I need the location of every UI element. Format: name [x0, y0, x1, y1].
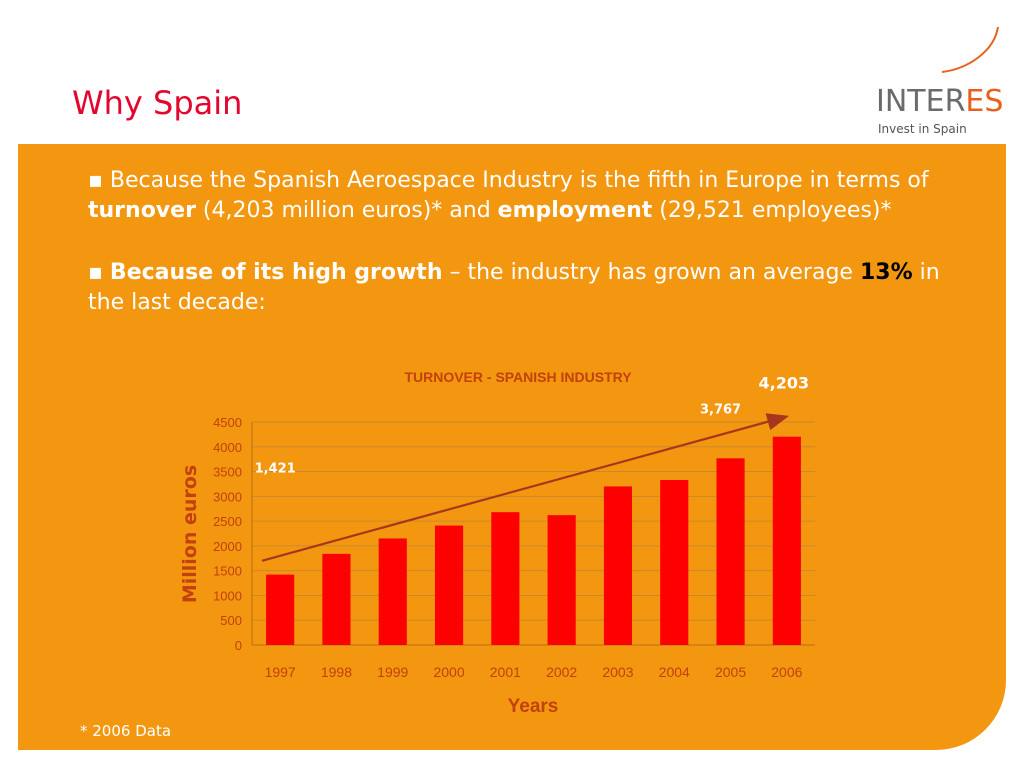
data-label: 1,421	[255, 462, 296, 477]
bar-1998	[322, 553, 351, 645]
y-axis-label: Million euros	[179, 465, 201, 603]
bar-2005	[716, 458, 745, 645]
x-tick-label: 2001	[490, 664, 521, 680]
trend-arrow	[261, 413, 790, 562]
bar-2002	[547, 515, 576, 645]
logo-swoosh-icon	[941, 26, 999, 73]
y-tick-label: 500	[220, 613, 242, 628]
bar-2006	[772, 436, 801, 645]
bullet-list: ▪ Because the Spanish Aeroespace Industr…	[88, 166, 978, 350]
bar-2000	[434, 525, 464, 645]
x-tick-label: 2006	[771, 664, 802, 680]
bar-2001	[491, 512, 520, 645]
x-axis-label: Years	[508, 696, 559, 717]
bar-2003	[603, 486, 633, 645]
footnote: * 2006 Data	[80, 722, 172, 740]
bullet-turnover: ▪ Because the Spanish Aeroespace Industr…	[88, 168, 929, 223]
y-tick-label: 2000	[213, 539, 242, 554]
y-tick-label: 2500	[213, 514, 242, 529]
x-tick-label: 2002	[546, 664, 577, 680]
turnover-bar-chart: TURNOVER - SPANISH INDUSTRY 0 500 1000 1500 2…	[179, 369, 815, 717]
y-tick-label: 4500	[213, 415, 242, 430]
x-tick-label: 2004	[659, 664, 690, 680]
bar-2004	[660, 479, 689, 645]
y-tick-label: 3000	[213, 489, 242, 504]
logo-wordmark: INTERES	[876, 84, 1004, 119]
y-tick-label: 1500	[213, 564, 242, 579]
bar-1997	[266, 574, 295, 645]
page-title: Why Spain	[72, 84, 243, 122]
y-tick-label: 3500	[213, 465, 242, 480]
y-tick-label: 4000	[213, 440, 242, 455]
x-tick-label: 2005	[715, 664, 746, 680]
data-label: 4,203	[759, 374, 810, 393]
y-tick-label: 0	[235, 638, 242, 653]
x-tick-label: 2000	[433, 664, 464, 680]
x-tick-label: 1998	[321, 664, 352, 680]
chart-title: TURNOVER - SPANISH INDUSTRY	[404, 369, 632, 385]
interes-logo: INTERES Invest in Spain	[872, 24, 1004, 136]
x-tick-label: 1999	[377, 664, 408, 680]
bullet-growth: ▪ Because of its high growth – the indus…	[88, 260, 940, 315]
bar-1999	[378, 538, 407, 645]
data-label: 3,767	[700, 402, 741, 417]
x-tick-label: 2003	[602, 664, 633, 680]
x-tick-label: 1997	[265, 664, 296, 680]
logo-tagline: Invest in Spain	[878, 122, 967, 136]
y-tick-label: 1000	[213, 588, 242, 603]
